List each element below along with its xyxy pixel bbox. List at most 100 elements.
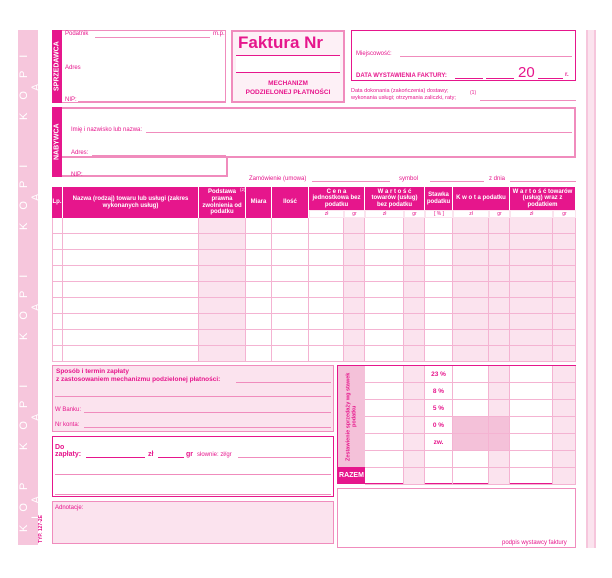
table-cell[interactable]: [425, 250, 453, 266]
table-cell[interactable]: [553, 298, 576, 314]
table-cell[interactable]: [365, 218, 404, 234]
summary-cell[interactable]: [404, 468, 425, 485]
summary-cell[interactable]: [365, 468, 404, 485]
summary-cell[interactable]: [510, 400, 553, 417]
table-cell[interactable]: [553, 314, 576, 330]
due-words-field-3[interactable]: [55, 494, 331, 495]
table-cell[interactable]: [246, 298, 272, 314]
table-cell[interactable]: [425, 282, 453, 298]
table-cell[interactable]: [453, 298, 489, 314]
summary-cell[interactable]: [489, 383, 510, 400]
table-cell[interactable]: [52, 218, 63, 234]
summary-cell[interactable]: [404, 383, 425, 400]
table-cell[interactable]: [404, 234, 425, 250]
table-cell[interactable]: [63, 330, 199, 346]
table-cell[interactable]: [246, 314, 272, 330]
table-cell[interactable]: [553, 330, 576, 346]
table-cell[interactable]: [52, 266, 63, 282]
summary-cell[interactable]: [404, 400, 425, 417]
table-cell[interactable]: [489, 314, 510, 330]
summary-cell[interactable]: [404, 366, 425, 383]
payment-field-2[interactable]: [55, 396, 331, 397]
table-cell[interactable]: [489, 346, 510, 362]
table-cell[interactable]: [553, 234, 576, 250]
table-cell[interactable]: [510, 282, 553, 298]
table-cell[interactable]: [404, 330, 425, 346]
delivery-date-field[interactable]: [480, 100, 576, 101]
summary-cell[interactable]: [553, 468, 576, 485]
table-cell[interactable]: [272, 282, 309, 298]
table-cell[interactable]: [453, 250, 489, 266]
due-words-field[interactable]: [238, 457, 331, 458]
table-cell[interactable]: [52, 346, 63, 362]
table-cell[interactable]: [272, 330, 309, 346]
table-cell[interactable]: [272, 250, 309, 266]
table-cell[interactable]: [344, 330, 365, 346]
summary-cell[interactable]: [553, 417, 576, 434]
table-cell[interactable]: [365, 330, 404, 346]
summary-cell[interactable]: [489, 417, 510, 434]
summary-cell[interactable]: [553, 366, 576, 383]
table-cell[interactable]: [510, 346, 553, 362]
table-cell[interactable]: [425, 330, 453, 346]
table-cell[interactable]: [404, 282, 425, 298]
table-cell[interactable]: [453, 218, 489, 234]
table-cell[interactable]: [425, 234, 453, 250]
table-cell[interactable]: [52, 234, 63, 250]
summary-cell[interactable]: [489, 434, 510, 451]
table-cell[interactable]: [404, 314, 425, 330]
table-cell[interactable]: [553, 346, 576, 362]
summary-cell[interactable]: [510, 468, 553, 485]
table-cell[interactable]: [510, 266, 553, 282]
table-cell[interactable]: [309, 250, 344, 266]
table-cell[interactable]: [52, 298, 63, 314]
table-cell[interactable]: [246, 346, 272, 362]
table-cell[interactable]: [453, 314, 489, 330]
summary-cell[interactable]: [510, 366, 553, 383]
table-cell[interactable]: [309, 346, 344, 362]
table-cell[interactable]: [246, 282, 272, 298]
table-cell[interactable]: [425, 298, 453, 314]
table-cell[interactable]: [344, 250, 365, 266]
table-cell[interactable]: [553, 250, 576, 266]
account-field[interactable]: [84, 427, 331, 428]
table-cell[interactable]: [52, 314, 63, 330]
table-cell[interactable]: [344, 234, 365, 250]
table-cell[interactable]: [425, 346, 453, 362]
table-cell[interactable]: [365, 298, 404, 314]
table-cell[interactable]: [365, 266, 404, 282]
table-cell[interactable]: [425, 314, 453, 330]
due-zl-field[interactable]: [86, 457, 145, 458]
payment-field[interactable]: [236, 382, 331, 383]
summary-cell[interactable]: [453, 417, 489, 434]
summary-cell[interactable]: [453, 400, 489, 417]
table-cell[interactable]: [365, 314, 404, 330]
table-cell[interactable]: [453, 346, 489, 362]
table-cell[interactable]: [199, 234, 246, 250]
table-cell[interactable]: [309, 298, 344, 314]
table-cell[interactable]: [489, 330, 510, 346]
table-cell[interactable]: [510, 234, 553, 250]
table-cell[interactable]: [272, 346, 309, 362]
table-cell[interactable]: [199, 218, 246, 234]
issue-day-field[interactable]: [455, 78, 483, 79]
summary-cell[interactable]: [404, 434, 425, 451]
table-cell[interactable]: [404, 218, 425, 234]
table-cell[interactable]: [309, 266, 344, 282]
table-cell[interactable]: [510, 330, 553, 346]
summary-cell[interactable]: [453, 451, 489, 468]
table-cell[interactable]: [199, 250, 246, 266]
bank-field[interactable]: [84, 412, 331, 413]
summary-cell[interactable]: [365, 383, 404, 400]
table-cell[interactable]: [272, 314, 309, 330]
summary-cell[interactable]: [510, 451, 553, 468]
table-cell[interactable]: [246, 330, 272, 346]
table-cell[interactable]: [489, 266, 510, 282]
table-cell[interactable]: [63, 218, 199, 234]
table-cell[interactable]: [309, 282, 344, 298]
issue-year-field[interactable]: [538, 78, 563, 79]
table-cell[interactable]: [489, 218, 510, 234]
summary-cell[interactable]: [453, 366, 489, 383]
table-cell[interactable]: [199, 330, 246, 346]
notes-box[interactable]: [52, 501, 334, 544]
